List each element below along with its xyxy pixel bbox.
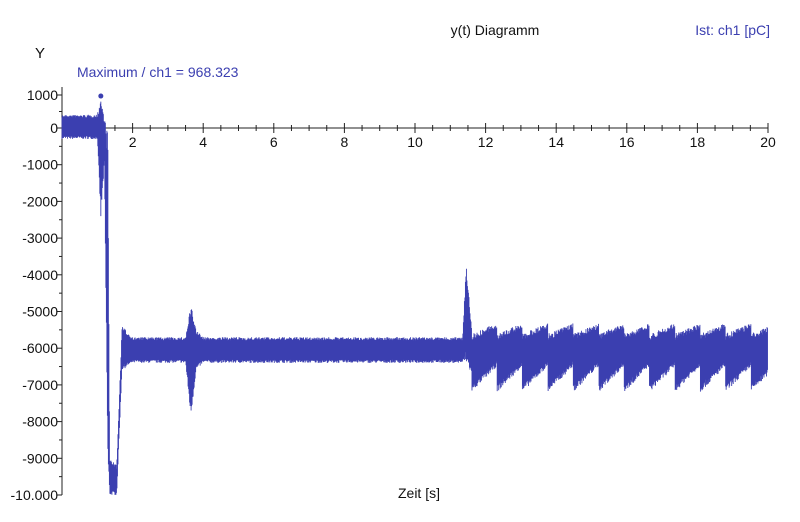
y-tick-label: -6000 [22, 340, 58, 356]
x-tick-label: 20 [760, 134, 776, 150]
series-line-ch1 [61, 101, 768, 495]
x-tick-label: 4 [199, 134, 207, 150]
max-annotation: Maximum / ch1 = 968.323 [77, 64, 239, 80]
x-tick-label: 6 [270, 134, 278, 150]
x-tick-label: 18 [690, 134, 706, 150]
y-tick-label: -8000 [22, 414, 58, 430]
x-tick-label: 2 [129, 134, 137, 150]
x-tick-label: 8 [341, 134, 349, 150]
y-tick-label: -1000 [22, 157, 58, 173]
y-tick-label: -4000 [22, 267, 58, 283]
y-tick-label: -2000 [22, 193, 58, 209]
y-tick-label: 0 [50, 120, 58, 136]
axes: 2 4 6 8 10 12 14 16 18 20 1000 0 -1000 -2000 -3000 -400… [11, 87, 776, 503]
legend-entry: Ist: ch1 [pC] [695, 22, 770, 38]
y-tick-label: -3000 [22, 230, 58, 246]
plot-area [61, 93, 768, 495]
x-tick-label: 16 [619, 134, 635, 150]
chart-title: y(t) Diagramm [451, 22, 540, 38]
x-tick-label: 12 [478, 134, 494, 150]
y-tick-label: -7000 [22, 377, 58, 393]
x-axis-label: Zeit [s] [398, 485, 440, 501]
x-tick-label: 10 [407, 134, 423, 150]
x-tick-label: 14 [548, 134, 564, 150]
max-point-marker [98, 93, 104, 99]
y-axis-label: Y [35, 45, 45, 62]
y-tick-label: -9000 [22, 450, 58, 466]
y-tick-label: 1000 [27, 87, 58, 103]
y-tick-label: -10.000 [11, 487, 59, 503]
y-tick-label: -5000 [22, 304, 58, 320]
